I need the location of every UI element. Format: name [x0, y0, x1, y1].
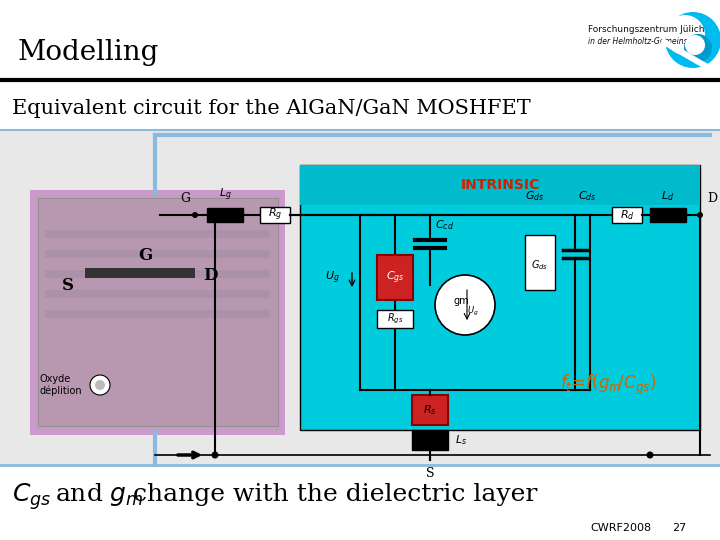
Circle shape — [685, 35, 705, 55]
Text: change with the dielectric layer: change with the dielectric layer — [133, 483, 537, 507]
Text: Oxyde
déplition: Oxyde déplition — [40, 374, 83, 396]
Text: D: D — [203, 267, 217, 284]
Text: S: S — [62, 276, 74, 294]
Text: G: G — [180, 192, 190, 205]
Text: and $g_m$: and $g_m$ — [55, 482, 144, 509]
Bar — [377, 310, 413, 328]
Text: Modelling: Modelling — [18, 38, 159, 65]
Bar — [0, 465, 720, 540]
Text: $L_g$: $L_g$ — [219, 187, 231, 203]
Circle shape — [435, 275, 495, 335]
Text: $L_s$: $L_s$ — [455, 433, 467, 447]
Circle shape — [665, 12, 720, 68]
Text: D: D — [707, 192, 717, 205]
Bar — [45, 250, 270, 258]
Circle shape — [684, 34, 712, 62]
Bar — [300, 165, 700, 205]
Bar — [45, 310, 270, 318]
Bar — [377, 255, 413, 300]
Text: G: G — [138, 246, 152, 264]
Text: $C_{gs}$: $C_{gs}$ — [386, 270, 405, 286]
Text: INTRINSIC: INTRINSIC — [460, 178, 539, 192]
Bar — [0, 80, 720, 130]
Text: Equivalent circuit for the AlGaN/GaN MOSHFET: Equivalent circuit for the AlGaN/GaN MOS… — [12, 98, 531, 118]
Text: $G_{ds}$: $G_{ds}$ — [525, 189, 544, 203]
Circle shape — [697, 212, 703, 218]
Bar — [85, 268, 195, 278]
Circle shape — [665, 15, 705, 55]
FancyBboxPatch shape — [38, 198, 278, 426]
Bar — [650, 208, 686, 222]
Text: $C_{gs}$: $C_{gs}$ — [12, 482, 51, 512]
Text: $U_g$: $U_g$ — [325, 270, 340, 286]
Bar — [0, 0, 720, 80]
Bar — [45, 290, 270, 298]
Bar — [45, 270, 270, 278]
Text: $C_{ds}$: $C_{ds}$ — [578, 189, 597, 203]
Bar — [0, 130, 720, 480]
Text: in der Helmholtz-Gemeinschaft: in der Helmholtz-Gemeinschaft — [588, 37, 707, 46]
Text: $R_d$: $R_d$ — [620, 208, 634, 222]
Circle shape — [90, 375, 110, 395]
Text: gm: gm — [453, 296, 469, 306]
Circle shape — [95, 380, 105, 390]
Text: CWRF2008: CWRF2008 — [590, 523, 651, 533]
Bar — [30, 190, 285, 435]
Text: $R_s$: $R_s$ — [423, 403, 437, 417]
Bar — [612, 207, 642, 223]
Bar — [300, 165, 700, 430]
Text: 27: 27 — [672, 523, 686, 533]
Text: $U_g$: $U_g$ — [467, 305, 479, 318]
Bar — [412, 395, 448, 425]
Text: $f_t\!=\!f(g_m\!/C_{gs})$: $f_t\!=\!f(g_m\!/C_{gs})$ — [560, 373, 656, 397]
Bar — [660, 38, 715, 73]
Text: Forschungszentrum Jülich: Forschungszentrum Jülich — [588, 25, 704, 35]
Bar — [35, 195, 280, 430]
Bar — [260, 207, 290, 223]
Circle shape — [212, 451, 218, 458]
Text: $R_g$: $R_g$ — [268, 207, 282, 223]
Text: S: S — [426, 467, 434, 480]
Bar — [207, 208, 243, 222]
Text: $L_d$: $L_d$ — [662, 189, 675, 203]
Circle shape — [647, 451, 654, 458]
Bar — [45, 230, 270, 238]
Text: $R_{gs}$: $R_{gs}$ — [387, 312, 403, 326]
Text: $G_{ds}$: $G_{ds}$ — [531, 258, 549, 272]
Bar — [412, 430, 448, 450]
Bar — [525, 235, 555, 290]
Circle shape — [192, 212, 198, 218]
Text: $C_{cd}$: $C_{cd}$ — [435, 218, 454, 232]
